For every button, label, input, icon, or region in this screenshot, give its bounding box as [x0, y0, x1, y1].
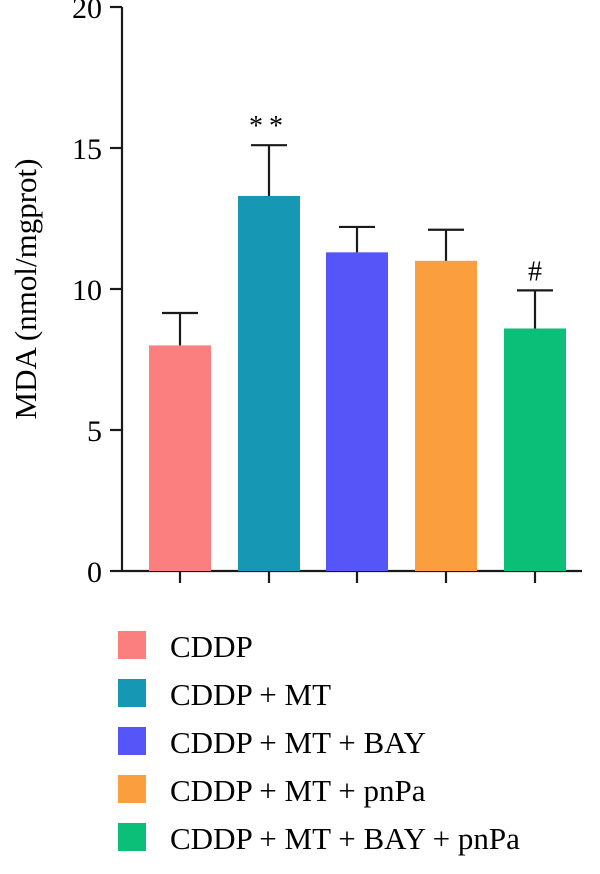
chart-legend: CDDP CDDP + MT CDDP + MT + BAY CDDP + MT + …: [118, 629, 520, 856]
legend-label: CDDP + MT + BAY + pnPa: [170, 821, 520, 856]
y-tick-label: 10: [72, 274, 102, 307]
legend-swatch: [118, 679, 146, 707]
legend-label: CDDP + MT + BAY: [170, 725, 426, 760]
significance-annotation: **: [249, 111, 289, 142]
legend-label: CDDP + MT: [170, 677, 331, 712]
y-tick-label: 15: [72, 133, 102, 166]
bar: [504, 328, 566, 571]
legend-swatch: [118, 631, 146, 659]
y-tick-label: 20: [72, 0, 102, 25]
legend-label: CDDP: [170, 629, 253, 664]
y-tick-label: 5: [87, 415, 102, 448]
significance-annotation: #: [528, 256, 542, 287]
chart-bars: ** #: [149, 111, 566, 571]
legend-swatch: [118, 775, 146, 803]
bar: [149, 345, 211, 571]
legend-swatch: [118, 823, 146, 851]
y-axis-label: MDA (nmol/mgprot): [8, 159, 43, 420]
legend-label: CDDP + MT + pnPa: [170, 773, 426, 808]
bar: [326, 252, 388, 571]
legend-swatch: [118, 727, 146, 755]
y-tick-label: 0: [87, 556, 102, 589]
chart-axes: 0 5 10 15 20 MDA (nmol/mgprot): [8, 0, 582, 589]
bar: [415, 260, 477, 571]
bar: [238, 195, 300, 571]
